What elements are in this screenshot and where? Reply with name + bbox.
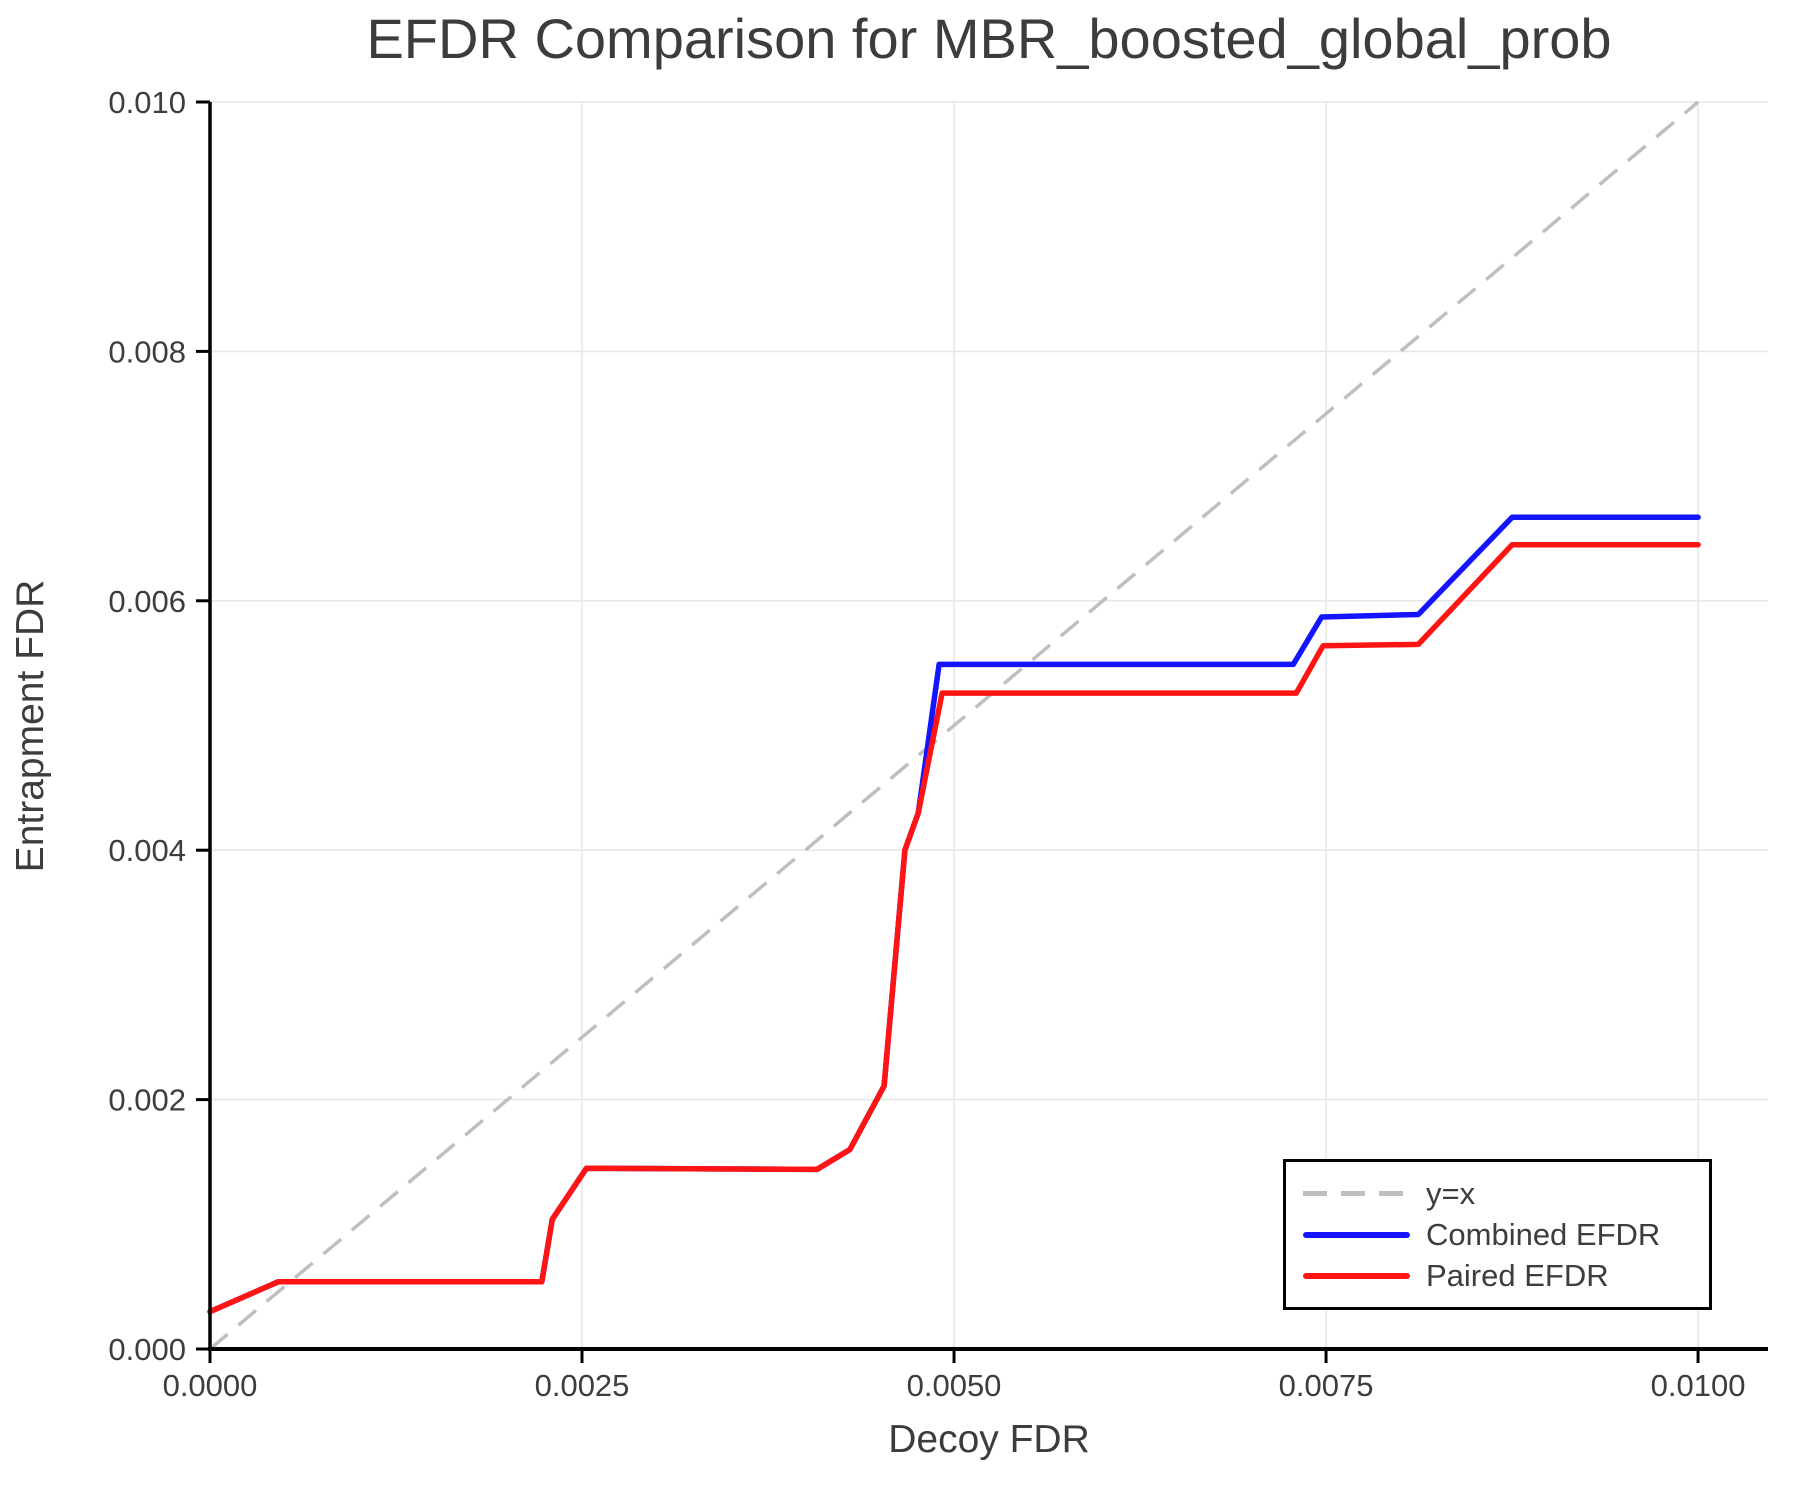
legend-label: Paired EFDR: [1426, 1258, 1609, 1293]
reference-line-y-equals-x: [208, 100, 1700, 1351]
series-line-paired-efdr: [207, 541, 1701, 1315]
blue-line-sample-icon: [1303, 1231, 1410, 1238]
y-tick-label: 0.010: [108, 85, 186, 120]
legend-entry-yx: y=x: [1303, 1177, 1709, 1211]
legend-label: Combined EFDR: [1426, 1217, 1661, 1252]
x-tick-label: 0.0050: [907, 1368, 1002, 1403]
legend-entry-paired: Paired EFDR: [1303, 1259, 1709, 1293]
legend-entry-combined: Combined EFDR: [1303, 1218, 1709, 1252]
y-tick-label: 0.000: [108, 1332, 186, 1367]
x-axis-label: Decoy FDR: [888, 1418, 1090, 1461]
y-tick-label: 0.006: [108, 584, 186, 619]
x-tick-label: 0.0025: [535, 1368, 630, 1403]
x-tick-label: 0.0100: [1651, 1368, 1746, 1403]
y-tick-label: 0.002: [108, 1083, 186, 1118]
legend-label: y=x: [1426, 1176, 1476, 1211]
y-axis-label: Entrapment FDR: [9, 579, 52, 873]
red-line-sample-icon: [1303, 1272, 1410, 1279]
legend: y=x Combined EFDR Paired EFDR: [1283, 1159, 1712, 1310]
x-tick-label: 0.0075: [1279, 1368, 1374, 1403]
x-tick-label: 0.0000: [163, 1368, 258, 1403]
y-tick-label: 0.004: [108, 833, 186, 868]
dashed-line-sample-icon: [1303, 1191, 1410, 1196]
chart-title: EFDR Comparison for MBR_boosted_global_p…: [366, 7, 1612, 70]
y-tick-label: 0.008: [108, 334, 186, 369]
